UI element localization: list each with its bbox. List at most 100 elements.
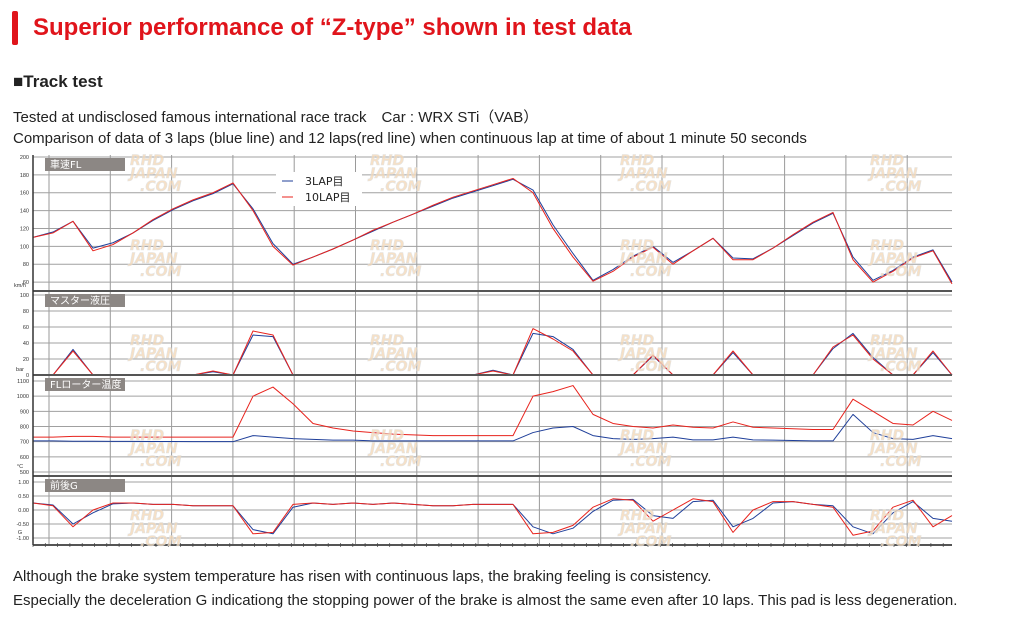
series-3lap-line <box>33 413 953 443</box>
watermark-logo: .COM <box>630 534 671 550</box>
watermark-logo: JAPAN <box>127 521 178 537</box>
tick-label: 900 <box>20 409 29 415</box>
tick-label: 180 <box>20 173 29 179</box>
panel-label: マスター液圧 <box>50 294 110 307</box>
watermark-logo: RHD <box>620 153 654 169</box>
series-10lap-line <box>32 498 953 536</box>
tick-label: 80 <box>23 262 29 268</box>
watermark-logo: RHD <box>370 238 404 254</box>
tick-label: -1.00 <box>16 536 29 542</box>
tick-label: 0.50 <box>18 494 29 500</box>
watermark-logo: JAPAN <box>867 441 918 457</box>
panel-label-box <box>45 158 125 171</box>
intro-line-2: Comparison of data of 3 laps (blue line)… <box>13 130 807 147</box>
watermark-logo: JAPAN <box>867 521 918 537</box>
tick-label: 1100 <box>17 379 29 385</box>
panel-label: 車速FL <box>50 158 82 171</box>
watermark-logo: .COM <box>140 359 181 375</box>
watermark-logo: .COM <box>880 359 921 375</box>
watermark-logo: JAPAN <box>617 346 668 362</box>
legend-entry: 3LAP目 <box>305 175 344 188</box>
watermark-logo: RHD <box>130 238 164 254</box>
tick-label: 500 <box>20 470 29 476</box>
watermark-logo: RHD <box>620 428 654 444</box>
tick-label: -0.50 <box>16 522 29 528</box>
watermark-logo: .COM <box>380 359 421 375</box>
track-test-chart: 2001801601401201008060km/h車速FL1008060402… <box>14 153 953 550</box>
watermark-logo: .COM <box>380 454 421 470</box>
intro-line-1: Tested at undisclosed famous internation… <box>13 109 539 126</box>
watermark-logo: JAPAN <box>367 166 418 182</box>
tick-label: 80 <box>23 309 29 315</box>
watermark-logo: .COM <box>880 454 921 470</box>
series-3lap-line <box>32 178 953 283</box>
watermark-logo: RHD <box>620 333 654 349</box>
tick-label: 20 <box>23 357 29 363</box>
tick-label: 100 <box>20 244 29 250</box>
tick-label: 60 <box>23 280 29 286</box>
watermark-logo: .COM <box>880 264 921 280</box>
watermark-logo: RHD <box>620 238 654 254</box>
watermark-logo: .COM <box>140 534 181 550</box>
watermark-logo: JAPAN <box>127 166 178 182</box>
watermark-logo: RHD <box>130 153 164 169</box>
panel-label-box <box>45 294 125 307</box>
watermark-logo: RHD <box>370 153 404 169</box>
watermark-logo: .COM <box>140 454 181 470</box>
legend-box <box>276 172 362 206</box>
panel-label-box <box>45 378 125 391</box>
watermark-logo: JAPAN <box>127 251 178 267</box>
page-title: Superior performance of “Z-type” shown i… <box>33 14 632 41</box>
watermark-logo: .COM <box>140 264 181 280</box>
tick-label: 800 <box>20 425 29 431</box>
panel-label: FLローター温度 <box>50 378 121 391</box>
watermark-logo: .COM <box>630 179 671 195</box>
title-accent-bar <box>12 11 18 45</box>
axis-unit-label: bar <box>16 367 24 373</box>
watermark-logo: JAPAN <box>367 251 418 267</box>
tick-label: 120 <box>20 226 29 232</box>
series-10lap-line <box>32 177 953 285</box>
watermark-logo: RHD <box>870 333 904 349</box>
watermark-logo: RHD <box>620 508 654 524</box>
watermark-logo: RHD <box>870 428 904 444</box>
section-heading: ■Track test <box>13 72 103 91</box>
tick-label: 40 <box>23 341 29 347</box>
watermark-logo: JAPAN <box>867 166 918 182</box>
watermark-logo: JAPAN <box>867 346 918 362</box>
watermark-logo: .COM <box>380 264 421 280</box>
watermark-logo: RHD <box>130 333 164 349</box>
watermark-logo: JAPAN <box>617 166 668 182</box>
watermark-logo: JAPAN <box>617 521 668 537</box>
watermark-logo: .COM <box>380 179 421 195</box>
watermark-logo: JAPAN <box>127 346 178 362</box>
watermark-logo: RHD <box>130 428 164 444</box>
tick-label: 0 <box>26 373 29 379</box>
watermark-logo: RHD <box>130 508 164 524</box>
conclusion-line-1: Although the brake system temperature ha… <box>13 568 712 585</box>
panel-label-box <box>45 479 125 492</box>
tick-label: 600 <box>20 455 29 461</box>
watermark-logo: RHD <box>870 508 904 524</box>
watermark-logo: RHD <box>870 153 904 169</box>
tick-label: 60 <box>23 325 29 331</box>
watermark-logo: JAPAN <box>127 441 178 457</box>
watermark-logo: .COM <box>880 534 921 550</box>
watermark-logo: .COM <box>140 179 181 195</box>
legend-entry: 10LAP目 <box>305 191 351 204</box>
watermark-logo: RHD <box>370 428 404 444</box>
watermark-logo: JAPAN <box>367 441 418 457</box>
axis-unit-label: G <box>18 530 22 536</box>
axis-unit-label: °C <box>17 464 23 470</box>
tick-label: 100 <box>20 293 29 299</box>
tick-label: 160 <box>20 191 29 197</box>
watermark-logo: .COM <box>630 264 671 280</box>
watermark-logo: RHD <box>370 333 404 349</box>
tick-label: 140 <box>20 209 29 215</box>
watermark-logo: JAPAN <box>617 251 668 267</box>
watermark-logo: .COM <box>880 179 921 195</box>
watermark-logo: .COM <box>630 359 671 375</box>
series-10lap-line <box>33 385 953 438</box>
watermark-logo: JAPAN <box>617 441 668 457</box>
tick-label: 200 <box>20 155 29 161</box>
